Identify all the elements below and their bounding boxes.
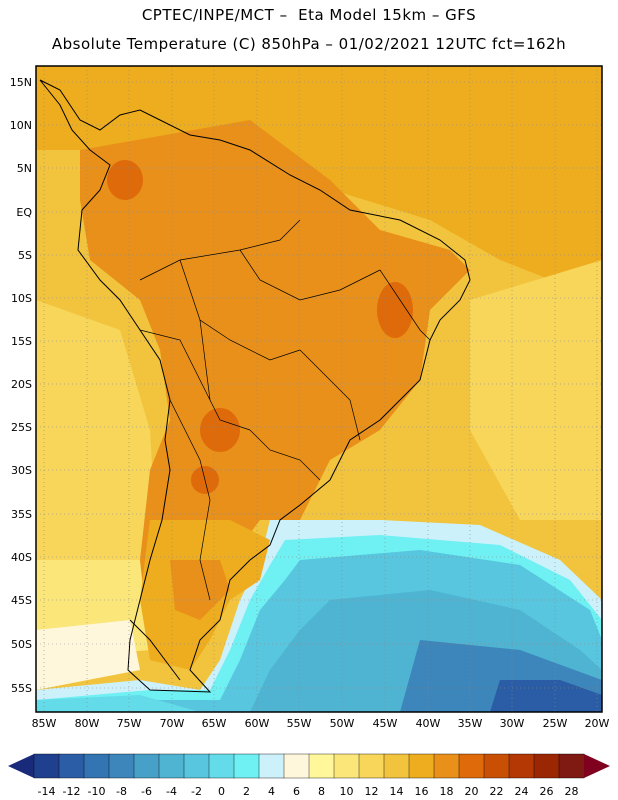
colorbar-swatch — [158, 753, 185, 779]
colorbar-tick-label: -12 — [63, 785, 81, 798]
lon-label: 60W — [245, 717, 270, 730]
lon-label: 70W — [160, 717, 185, 730]
title-line-2: Absolute Temperature (C) 850hPa – 01/02/… — [51, 35, 567, 53]
lon-label: 55W — [287, 717, 312, 730]
lat-label: 50S — [11, 638, 32, 651]
colorbar-swatch — [358, 753, 385, 779]
lat-label: 45S — [11, 594, 32, 607]
colorbar-swatch — [208, 753, 235, 779]
colorbar-tick-label: 2 — [243, 785, 250, 798]
lon-label: 40W — [416, 717, 441, 730]
colorbar-tick-label: 10 — [340, 785, 354, 798]
colorbar-tick-label: -8 — [116, 785, 127, 798]
colorbar-swatch — [333, 753, 360, 779]
colorbar-tick-label: -10 — [88, 785, 106, 798]
country-borders — [139, 219, 431, 601]
colorbar-tick-label: -14 — [38, 785, 56, 798]
lat-label: 10S — [11, 292, 32, 305]
lat-label: 15S — [11, 335, 32, 348]
colorbar-low-arrow — [8, 754, 34, 778]
lat-label: 40S — [11, 551, 32, 564]
colorbar-swatch — [258, 753, 285, 779]
colorbar-swatch — [33, 753, 60, 779]
lon-label: 30W — [500, 717, 525, 730]
colorbar-swatch — [458, 753, 485, 779]
colorbar-tick-label: -4 — [166, 785, 177, 798]
colorbar-swatch — [558, 753, 585, 779]
temperature-field — [36, 66, 602, 712]
lon-label: 85W — [32, 717, 57, 730]
colorbar-swatch — [433, 753, 460, 779]
colorbar-tick-label: -2 — [191, 785, 202, 798]
colorbar-tick-label: 16 — [415, 785, 429, 798]
lat-label: 10N — [10, 119, 32, 132]
lon-label: 65W — [202, 717, 227, 730]
colorbar-tick-label: 26 — [540, 785, 554, 798]
colorbar-tick-label: 28 — [565, 785, 579, 798]
lon-label: 75W — [117, 717, 142, 730]
map-frame — [35, 65, 603, 713]
colorbar-tick-label: 0 — [218, 785, 225, 798]
lon-label: 80W — [75, 717, 100, 730]
lat-label: 35S — [11, 508, 32, 521]
colorbar-tick-label: -6 — [141, 785, 152, 798]
lat-label: 5N — [17, 162, 32, 175]
colorbar-swatch — [483, 753, 510, 779]
lat-label: 30S — [11, 464, 32, 477]
colorbar-swatch — [283, 753, 310, 779]
lat-label: 55S — [11, 682, 32, 695]
colorbar-swatch — [508, 753, 535, 779]
lon-label: 25W — [543, 717, 568, 730]
lat-label: EQ — [16, 206, 32, 219]
colorbar-tick-label: 24 — [515, 785, 529, 798]
colorbar-swatch — [408, 753, 435, 779]
colorbar-swatch — [58, 753, 85, 779]
colorbar-tick-label: 14 — [390, 785, 404, 798]
colorbar-tick-label: 12 — [365, 785, 379, 798]
colorbar-tick-label: 4 — [268, 785, 275, 798]
lat-label: 15N — [10, 76, 32, 89]
longitude-labels: 85W 80W 75W 70W 65W 60W 55W 50W 45W 40W … — [32, 717, 610, 730]
colorbar-tick-label: 6 — [293, 785, 300, 798]
coastlines — [39, 79, 471, 693]
lon-label: 35W — [458, 717, 483, 730]
lon-label: 20W — [585, 717, 610, 730]
colorbar-boxes — [33, 753, 585, 779]
colorbar-swatch — [108, 753, 135, 779]
colorbar-tick-label: 8 — [318, 785, 325, 798]
colorbar-ticks: -14 -12 -10 -8 -6 -4 -2 0 2 4 6 8 10 12 14 16 18 20 22 24 26… — [38, 785, 579, 798]
colorbar-tick-label: 20 — [465, 785, 479, 798]
colorbar-swatch — [133, 753, 160, 779]
title-line-1: CPTEC/INPE/MCT – Eta Model 15km – GFS — [141, 6, 477, 24]
colorbar-swatch — [233, 753, 260, 779]
colorbar-swatch — [383, 753, 410, 779]
lon-label: 45W — [373, 717, 398, 730]
colorbar-swatch — [533, 753, 560, 779]
colorbar-tick-label: 22 — [490, 785, 504, 798]
lat-label: 25S — [11, 421, 32, 434]
colorbar-swatch — [183, 753, 210, 779]
colorbar-high-arrow — [584, 754, 610, 778]
latitude-labels: 15N 10N 5N EQ 5S 10S 15S 20S 25S 30S 35S… — [10, 76, 33, 695]
colorbar-swatch — [83, 753, 110, 779]
colorbar-tick-label: 18 — [440, 785, 454, 798]
lat-label: 5S — [18, 249, 32, 262]
colorbar: -14 -12 -10 -8 -6 -4 -2 0 2 4 6 8 10 12 14 16 18 20 22 24 26… — [8, 753, 610, 798]
lon-label: 50W — [330, 717, 355, 730]
colorbar-swatch — [308, 753, 335, 779]
lat-label: 20S — [11, 378, 32, 391]
